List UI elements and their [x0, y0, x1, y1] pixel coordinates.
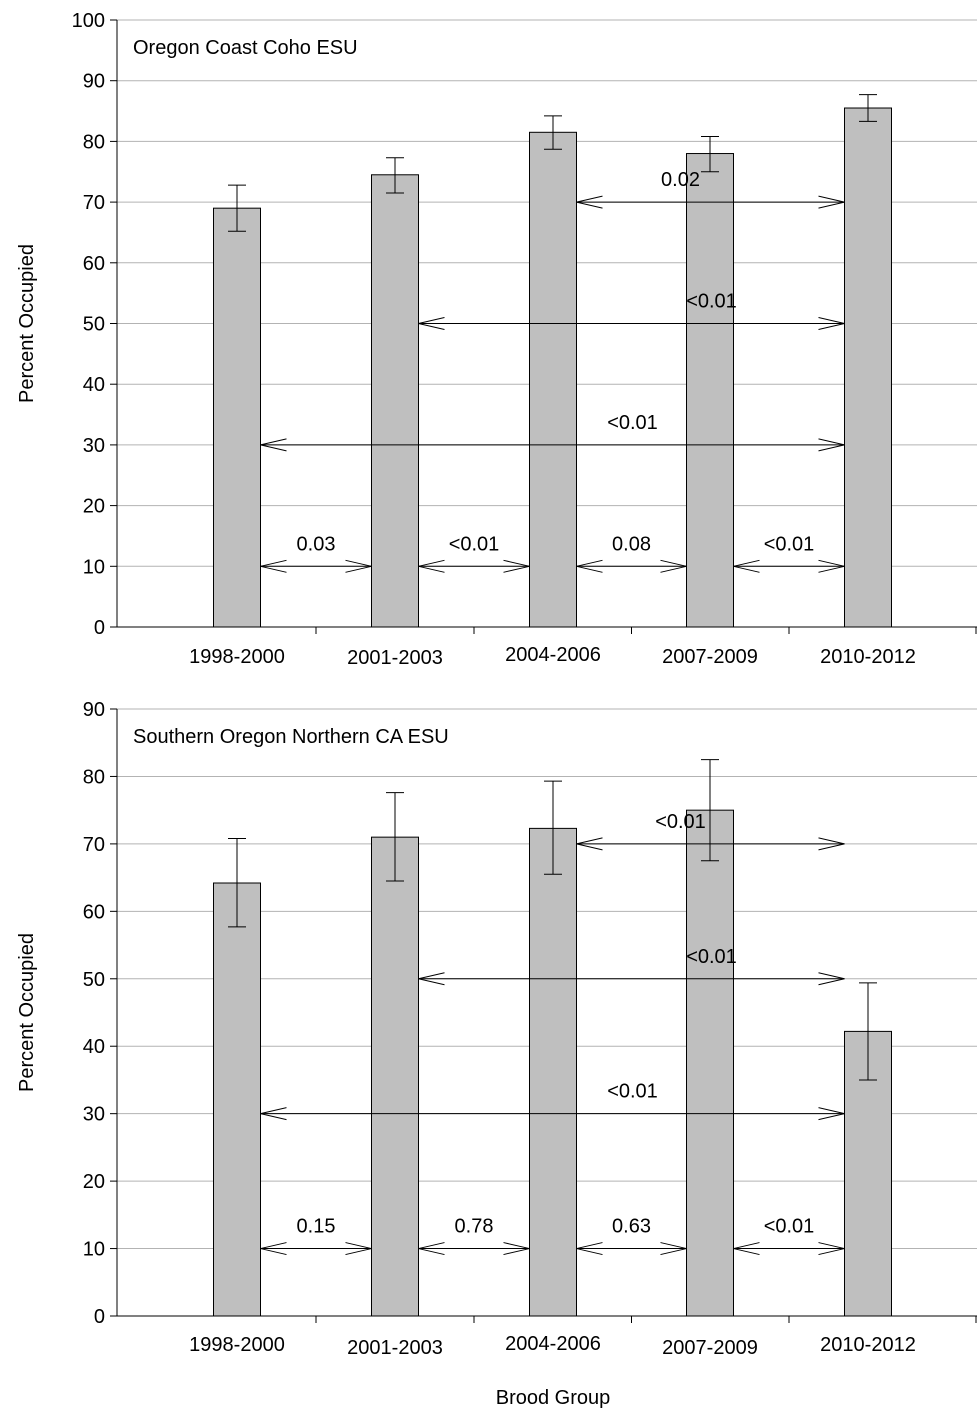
x-tick-label: 2007-2009	[662, 1337, 758, 1359]
arrowhead	[818, 559, 845, 573]
y-tick-label: 30	[83, 1104, 105, 1126]
x-tick-label: 2010-2012	[820, 646, 916, 668]
arrowhead	[260, 438, 287, 452]
p-value-label: 0.78	[455, 1216, 494, 1238]
arrowhead	[503, 559, 530, 573]
bar	[844, 107, 892, 628]
panel-southern-oregon: 0.15 0.78 0.63 <0.01 <0.01 <0.01 <0.01 0 10 20 30 4…	[16, 699, 977, 1359]
arrowhead	[660, 559, 687, 573]
arrowhead	[260, 1242, 287, 1256]
x-tick-label: 2004-2006	[505, 644, 601, 666]
p-value-label: 0.15	[297, 1216, 336, 1238]
p-value-label: <0.01	[449, 533, 500, 555]
arrowhead	[733, 559, 760, 573]
arrowhead	[818, 1107, 845, 1121]
x-tick-label: 1998-2000	[189, 1334, 285, 1356]
p-value-label: 0.08	[612, 533, 651, 555]
y-axis-label: Percent Occupied	[16, 244, 38, 403]
x-axis-label: Brood Group	[496, 1387, 611, 1409]
p-value-label: <0.01	[607, 1081, 658, 1103]
arrowhead	[345, 559, 372, 573]
arrowhead	[818, 317, 845, 330]
y-tick-label: 20	[83, 496, 105, 518]
y-tick-label: 80	[83, 131, 105, 153]
arrowhead	[660, 1242, 687, 1256]
panel-oregon-coast: 0.03 <0.01 0.08 <0.01 <0.01 <0.01 0.02 0 10 20 30 4…	[16, 10, 977, 669]
arrowhead	[818, 195, 845, 209]
panel-title: Oregon Coast Coho ESU	[133, 37, 358, 59]
arrowhead	[260, 559, 287, 573]
p-value-label: 0.03	[297, 533, 336, 555]
y-tick-label: 70	[83, 192, 105, 214]
bar	[529, 827, 577, 1317]
x-tick-label: 1998-2000	[189, 646, 285, 668]
y-tick-label: 80	[83, 766, 105, 788]
x-tick-label: 2001-2003	[347, 1337, 443, 1359]
y-tick-label: 70	[83, 834, 105, 856]
arrowhead	[576, 837, 603, 851]
arrowhead	[818, 972, 845, 986]
bar	[686, 809, 734, 1317]
x-tick-label: 2001-2003	[347, 647, 443, 669]
bar	[686, 153, 734, 628]
arrowhead	[818, 837, 845, 851]
bar	[529, 131, 577, 628]
x-tick-label: 2010-2012	[820, 1334, 916, 1356]
p-value-label: <0.01	[655, 811, 706, 833]
arrowhead	[576, 559, 603, 573]
y-tick-label: 40	[83, 374, 105, 396]
arrowhead	[260, 1107, 287, 1121]
arrowhead	[818, 1242, 845, 1256]
y-tick-label: 40	[83, 1036, 105, 1058]
arrowhead	[418, 317, 445, 330]
x-tick-label: 2004-2006	[505, 1333, 601, 1355]
arrowhead	[818, 438, 845, 452]
x-tick-label: 2007-2009	[662, 646, 758, 668]
bar	[213, 882, 261, 1317]
y-tick-label: 60	[83, 901, 105, 923]
y-tick-label: 90	[83, 699, 105, 721]
arrowhead	[418, 1242, 445, 1256]
arrowhead	[733, 1242, 760, 1256]
y-tick-label: 50	[83, 969, 105, 991]
bar	[371, 174, 419, 628]
y-tick-label: 100	[72, 10, 105, 32]
y-tick-label: 60	[83, 253, 105, 275]
y-tick-label: 10	[83, 556, 105, 578]
y-axis-label: Percent Occupied	[16, 933, 38, 1092]
y-tick-label: 0	[94, 1306, 105, 1328]
arrowhead	[418, 559, 445, 573]
arrowhead	[576, 195, 603, 209]
p-value-label: <0.01	[607, 412, 658, 434]
y-tick-label: 20	[83, 1171, 105, 1193]
p-value-label: <0.01	[686, 946, 737, 968]
y-tick-label: 10	[83, 1239, 105, 1261]
panel-title: Southern Oregon Northern CA ESU	[133, 726, 449, 748]
arrowhead	[503, 1242, 530, 1256]
p-value-label: <0.01	[764, 533, 815, 555]
p-value-label: <0.01	[764, 1216, 815, 1238]
p-value-label: <0.01	[686, 291, 737, 313]
y-tick-label: 30	[83, 435, 105, 457]
arrowhead	[576, 1242, 603, 1256]
bar	[371, 836, 419, 1317]
y-tick-label: 50	[83, 314, 105, 336]
y-tick-label: 0	[94, 617, 105, 639]
arrowhead	[345, 1242, 372, 1256]
p-value-label: 0.63	[612, 1216, 651, 1238]
p-value-label: 0.02	[661, 169, 700, 191]
arrowhead	[418, 972, 445, 986]
y-tick-label: 90	[83, 71, 105, 93]
bar	[213, 207, 261, 628]
